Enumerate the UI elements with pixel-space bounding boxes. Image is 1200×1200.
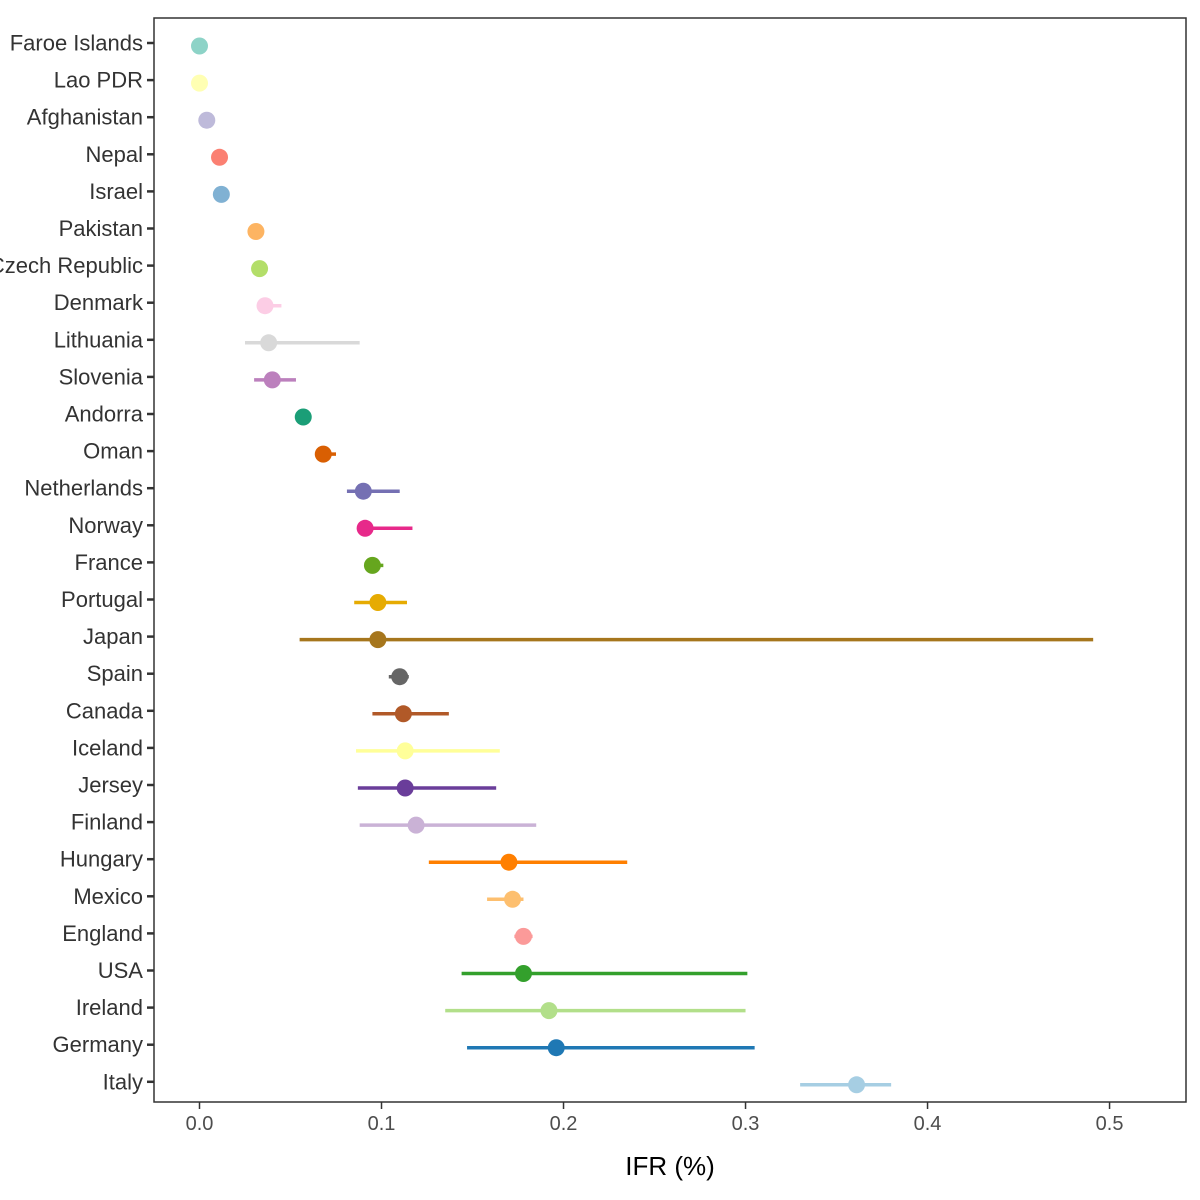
country-label: Mexico bbox=[73, 884, 143, 909]
ifr-point bbox=[198, 111, 216, 129]
ifr-point bbox=[394, 705, 412, 723]
country-label: Ireland bbox=[76, 995, 143, 1020]
ifr-point bbox=[500, 853, 518, 871]
ifr-point bbox=[369, 594, 387, 611]
ifr-point bbox=[391, 668, 409, 686]
country-label: Oman bbox=[83, 439, 143, 464]
country-label: Czech Republic bbox=[0, 253, 143, 278]
country-label: USA bbox=[98, 958, 144, 983]
ifr-point bbox=[514, 965, 532, 982]
country-label: Germany bbox=[53, 1032, 143, 1057]
ifr-point bbox=[263, 371, 281, 389]
country-label: Norway bbox=[68, 513, 143, 538]
ifr-point bbox=[363, 556, 381, 574]
country-label: Portugal bbox=[61, 587, 143, 612]
ifr-point bbox=[354, 482, 372, 500]
country-label: Lao PDR bbox=[54, 68, 143, 93]
x-tick-label: 0.4 bbox=[914, 1113, 942, 1135]
ifr-point bbox=[191, 74, 209, 92]
country-label: France bbox=[75, 550, 143, 575]
country-label: Slovenia bbox=[59, 364, 144, 389]
x-tick-label: 0.1 bbox=[368, 1113, 396, 1135]
country-label: Canada bbox=[66, 698, 144, 723]
country-label: Denmark bbox=[54, 290, 144, 315]
ifr-point bbox=[211, 148, 229, 166]
plot-panel-border bbox=[153, 17, 1187, 1103]
country-label: Pakistan bbox=[59, 216, 143, 241]
x-axis-title: IFR (%) bbox=[625, 1151, 715, 1181]
country-label: Finland bbox=[71, 810, 143, 835]
ifr-point bbox=[540, 1002, 558, 1020]
ifr-point bbox=[356, 519, 374, 537]
country-label: Lithuania bbox=[54, 327, 144, 352]
country-label: Italy bbox=[103, 1069, 143, 1094]
x-tick-label: 0.5 bbox=[1096, 1113, 1124, 1135]
country-label: Faroe Islands bbox=[10, 31, 143, 56]
ifr-point bbox=[514, 927, 532, 945]
ifr-point bbox=[407, 816, 425, 834]
country-label: Japan bbox=[83, 624, 143, 649]
ifr-point bbox=[256, 297, 274, 315]
country-label: Israel bbox=[89, 179, 143, 204]
country-label: Iceland bbox=[72, 735, 143, 760]
country-label: Spain bbox=[87, 661, 143, 686]
x-axis: 0.0 0.1 0.2 0.3 0.4 0.5 bbox=[186, 1102, 1124, 1135]
ifr-point bbox=[547, 1039, 565, 1057]
country-label: England bbox=[62, 921, 143, 946]
ifr-point bbox=[314, 445, 332, 463]
x-tick-label: 0.2 bbox=[550, 1113, 578, 1135]
ifr-point bbox=[504, 890, 522, 908]
ifr-point bbox=[848, 1076, 866, 1094]
ifr-point bbox=[369, 631, 387, 649]
country-label: Nepal bbox=[86, 142, 143, 167]
ifr-point bbox=[251, 260, 269, 278]
x-tick-label: 0.0 bbox=[186, 1113, 214, 1135]
ifr-point bbox=[212, 185, 230, 203]
x-tick-label: 0.3 bbox=[732, 1113, 760, 1135]
ifr-point bbox=[294, 408, 312, 426]
ifr-point bbox=[191, 37, 209, 55]
country-label: Hungary bbox=[60, 847, 143, 872]
data-marks bbox=[191, 37, 1094, 1094]
country-label: Afghanistan bbox=[27, 105, 143, 130]
country-label: Jersey bbox=[78, 773, 143, 798]
country-label: Netherlands bbox=[24, 476, 143, 501]
ifr-point bbox=[396, 742, 414, 760]
ifr-point bbox=[247, 223, 265, 240]
ifr-point bbox=[396, 779, 414, 797]
country-label: Andorra bbox=[65, 402, 144, 427]
country-axis: Faroe Islands Lao PDR Afghanistan Nepal Isra… bbox=[0, 31, 154, 1094]
ifr-point bbox=[260, 334, 278, 352]
